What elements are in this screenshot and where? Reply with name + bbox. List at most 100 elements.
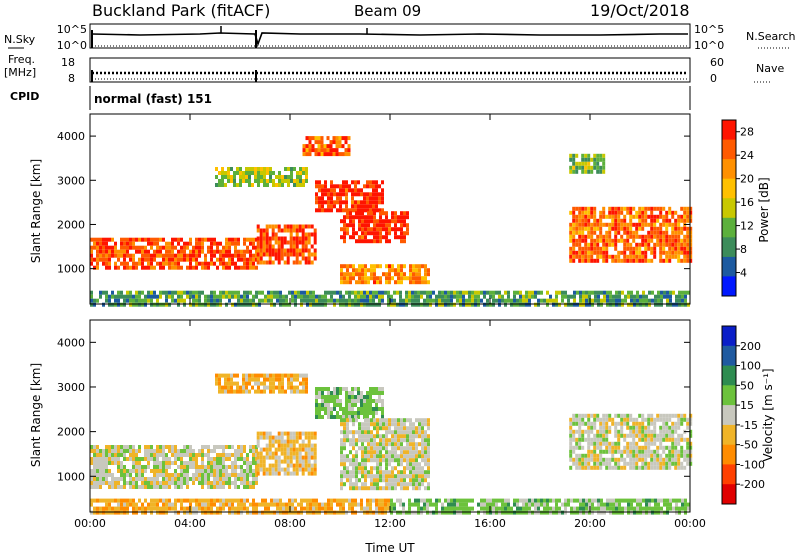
power-cell [593, 214, 597, 219]
power-cell [259, 260, 263, 265]
velocity-cell [298, 467, 302, 472]
power-cell [126, 290, 129, 295]
power-cell [504, 298, 507, 303]
power-cell [351, 200, 354, 205]
power-cell [680, 214, 684, 219]
velocity-cell [633, 506, 636, 511]
velocity-cell [366, 415, 369, 419]
power-cell [99, 241, 102, 246]
velocity-cell [394, 454, 397, 459]
power-cell [369, 180, 372, 185]
power-cell [348, 188, 351, 193]
velocity-cell [369, 510, 372, 515]
velocity-cell [370, 482, 373, 487]
power-cell [376, 280, 379, 285]
power-cell [171, 257, 174, 262]
velocity-cbar-tick-label: -15 [740, 419, 758, 432]
power-cell [358, 215, 361, 220]
power-cell [379, 215, 382, 220]
velocity-cell [489, 502, 492, 507]
velocity-cell [638, 437, 642, 442]
velocity-cbar-tick-label: -200 [740, 478, 765, 491]
velocity-cell [641, 453, 645, 458]
power-cell [336, 200, 339, 205]
power-cell [405, 294, 408, 299]
power-cell [268, 240, 272, 245]
velocity-cell [569, 453, 573, 458]
power-cell [265, 240, 269, 245]
velocity-cell [177, 449, 180, 453]
velocity-cell [636, 498, 639, 503]
power-cell [573, 290, 576, 295]
power-cell [636, 298, 639, 303]
velocity-cell [361, 434, 364, 439]
power-cell [585, 294, 588, 299]
velocity-cell [233, 381, 236, 386]
velocity-cell [281, 373, 284, 378]
velocity-cell [262, 431, 266, 436]
velocity-cell [123, 453, 126, 457]
velocity-cell [659, 453, 663, 458]
power-cell [262, 244, 266, 249]
power-cell [618, 290, 621, 295]
power-cell [274, 252, 278, 257]
velocity-cell [400, 462, 403, 467]
power-cell [276, 290, 279, 295]
velocity-cell [575, 465, 579, 470]
velocity-cell [385, 442, 388, 447]
power-cell [623, 206, 627, 211]
power-cell [326, 148, 330, 153]
velocity-cell [277, 443, 281, 448]
velocity-cell [204, 465, 207, 469]
power-cell [510, 302, 513, 307]
power-cell [617, 206, 621, 211]
velocity-cell [385, 430, 388, 435]
power-cell [153, 257, 156, 262]
power-cell [373, 231, 376, 236]
power-cell [602, 165, 606, 170]
velocity-cell [286, 447, 290, 452]
power-cell [357, 192, 360, 197]
velocity-cell [572, 461, 576, 466]
velocity-cell [330, 506, 333, 511]
velocity-cell [599, 445, 603, 450]
power-cell [378, 290, 381, 295]
power-cell [569, 250, 573, 255]
power-cell [597, 294, 600, 299]
velocity-cell [373, 422, 376, 427]
velocity-cell [406, 438, 409, 443]
velocity-cell [330, 407, 333, 411]
velocity-cell [219, 481, 222, 485]
velocity-cell [647, 449, 651, 454]
power-cell [687, 290, 690, 295]
power-cell [221, 175, 224, 179]
velocity-cell [546, 498, 549, 503]
velocity-cell [390, 502, 393, 507]
velocity-cell [186, 453, 189, 457]
velocity-cell [584, 453, 588, 458]
power-cell [348, 184, 351, 189]
velocity-cell [614, 449, 618, 454]
velocity-cell [543, 506, 546, 511]
power-cell [364, 264, 367, 269]
velocity-cell [265, 443, 269, 448]
power-cell [677, 238, 681, 243]
velocity-cell [156, 485, 159, 489]
power-cell [378, 200, 381, 205]
time-tick-label: 20:00 [574, 517, 606, 530]
velocity-cell [591, 498, 594, 503]
power-cell [283, 260, 287, 265]
velocity-cell [302, 377, 305, 382]
velocity-cell [370, 466, 373, 471]
power-cell [573, 298, 576, 303]
velocity-cell [219, 453, 222, 457]
power-cell [114, 241, 117, 246]
power-cell [345, 192, 348, 197]
power-ytick-label: 1000 [57, 263, 85, 276]
power-cell [192, 249, 195, 254]
power-cell [138, 261, 141, 266]
power-cell [189, 294, 192, 299]
power-cell [549, 298, 552, 303]
power-cell [629, 258, 633, 263]
power-cell [584, 169, 588, 174]
